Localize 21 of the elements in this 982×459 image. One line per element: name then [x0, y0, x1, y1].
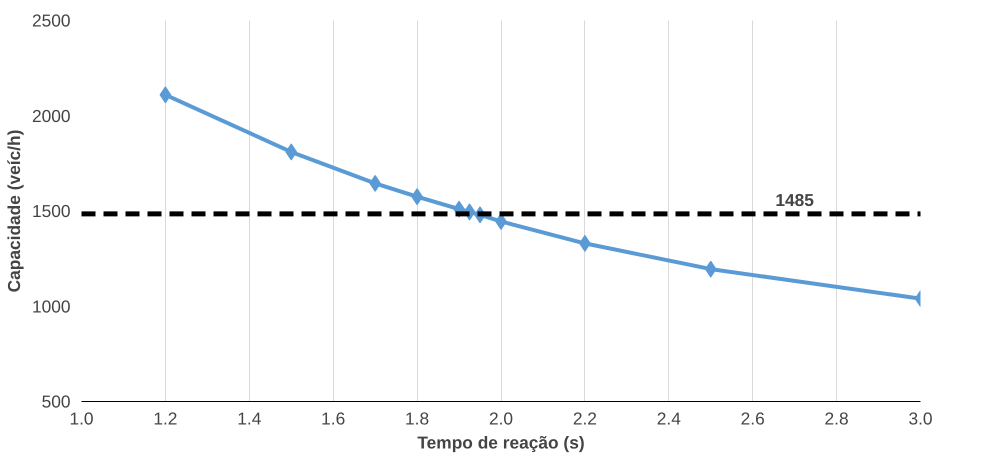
- x-tick-label: 2.4: [656, 408, 682, 428]
- x-axis-title: Tempo de reação (s): [417, 432, 585, 452]
- x-tick-label: 1.2: [153, 408, 178, 428]
- x-tick-label: 2.2: [572, 408, 597, 428]
- y-tick-label: 1000: [32, 296, 71, 316]
- y-tick-label: 500: [42, 392, 71, 412]
- y-tick-label: 2500: [32, 10, 71, 30]
- y-tick-label: 2000: [32, 106, 71, 126]
- x-tick-label: 1.8: [405, 408, 430, 428]
- x-tick-label: 2.8: [824, 408, 849, 428]
- y-tick-label: 1500: [32, 201, 71, 221]
- x-tick-label: 1.6: [321, 408, 346, 428]
- x-tick-label: 3.0: [908, 408, 933, 428]
- y-axis-title: Capacidade (veíc/h): [4, 130, 24, 292]
- ref-line-label: 1485: [775, 190, 814, 210]
- x-tick-label: 2.6: [740, 408, 765, 428]
- x-tick-label: 1.0: [69, 408, 94, 428]
- x-tick-label: 2.0: [488, 408, 514, 428]
- point: [704, 260, 717, 278]
- point: [285, 143, 298, 160]
- x-tick-label: 1.4: [237, 408, 262, 428]
